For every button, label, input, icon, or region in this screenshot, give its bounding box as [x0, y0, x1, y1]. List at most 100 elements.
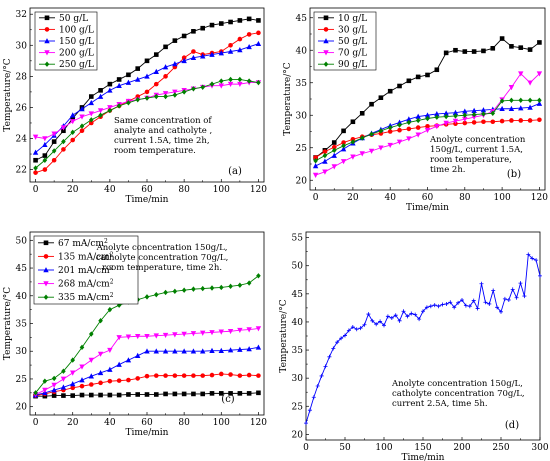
data-point — [218, 50, 224, 56]
data-point — [350, 325, 355, 330]
data-point — [331, 164, 337, 170]
data-point — [490, 119, 496, 125]
data-point — [452, 109, 459, 115]
data-point — [107, 105, 113, 111]
data-point — [323, 364, 328, 369]
data-point — [61, 147, 66, 152]
data-point — [527, 97, 533, 103]
data-point — [32, 149, 39, 155]
data-point — [107, 366, 113, 372]
data-point — [116, 103, 122, 109]
legend-entry: 250 g/L — [39, 60, 94, 70]
series-5 — [313, 97, 542, 164]
x-tick-label: 200 — [453, 443, 470, 453]
data-point — [537, 97, 542, 103]
data-point — [397, 127, 402, 133]
data-point — [443, 110, 449, 116]
data-point — [475, 306, 480, 311]
x-axis-label: Time/min — [402, 453, 445, 461]
data-point — [32, 134, 39, 140]
series-5 — [33, 273, 261, 396]
data-point — [33, 390, 38, 396]
data-point — [256, 390, 261, 396]
data-point — [98, 112, 103, 118]
data-point — [70, 381, 76, 387]
data-point — [144, 89, 150, 95]
data-point — [70, 119, 76, 125]
data-point — [153, 291, 159, 298]
data-point — [237, 47, 243, 53]
data-point — [237, 346, 243, 352]
data-point — [228, 391, 233, 396]
data-point — [341, 143, 346, 149]
data-point — [227, 48, 234, 54]
legend: 67 mA/cm2 135 mA/cm2 201 mA/cm2 268 mA/cm2 3… — [33, 235, 139, 305]
data-point — [471, 120, 477, 125]
data-point — [209, 372, 215, 378]
x-tick-label: 120 — [250, 418, 267, 428]
data-point — [509, 97, 514, 103]
data-point — [460, 298, 464, 303]
data-point — [415, 125, 421, 130]
data-point — [79, 128, 85, 134]
data-point — [42, 378, 48, 384]
legend-marker — [43, 240, 49, 246]
data-point — [42, 167, 48, 172]
y-tick-label: 45 — [292, 290, 304, 300]
data-point — [432, 303, 437, 308]
data-point — [322, 169, 328, 175]
data-point — [536, 71, 543, 77]
data-point — [335, 340, 340, 345]
x-tick-label: 100 — [494, 193, 511, 203]
data-point — [116, 335, 122, 341]
data-point — [227, 81, 234, 88]
data-point — [311, 395, 316, 400]
y-tick-label: 28 — [16, 72, 28, 82]
data-point — [88, 331, 94, 337]
legend-marker — [323, 50, 329, 56]
data-point — [218, 391, 224, 396]
data-point — [527, 104, 533, 110]
data-point — [51, 393, 57, 398]
data-point — [70, 129, 76, 135]
data-point — [527, 80, 533, 86]
data-point — [255, 326, 262, 332]
legend-marker — [43, 281, 49, 287]
data-point — [172, 89, 178, 95]
data-point — [444, 301, 449, 306]
data-point — [518, 45, 524, 50]
data-point — [246, 32, 252, 37]
data-point — [487, 301, 492, 306]
legend-entry: 268 mA/cm2 — [38, 279, 114, 290]
data-point — [237, 81, 243, 88]
data-point — [33, 170, 38, 175]
data-point — [200, 53, 206, 59]
data-point — [359, 151, 365, 157]
data-point — [307, 408, 312, 413]
data-point — [452, 118, 459, 124]
legend-label: 201 mA/cm2 — [58, 265, 114, 276]
data-point — [98, 88, 103, 93]
data-point — [462, 112, 468, 118]
x-tick-label: 120 — [531, 193, 548, 203]
data-point — [153, 392, 159, 397]
data-point — [424, 112, 431, 118]
data-point — [190, 54, 197, 61]
data-point — [209, 330, 215, 336]
data-point — [70, 370, 76, 376]
data-point — [181, 391, 187, 397]
data-point — [246, 391, 252, 396]
data-point — [181, 287, 187, 293]
y-tick-label: 20 — [296, 176, 308, 186]
data-point — [368, 148, 375, 154]
panel-label: (c) — [221, 394, 235, 405]
legend-entry: 70 g/L — [318, 49, 367, 59]
y-tick-label: 25 — [296, 144, 308, 154]
data-point — [518, 281, 523, 286]
data-point — [228, 283, 233, 290]
data-point — [490, 46, 496, 51]
legend-label: 10 g/L — [338, 14, 367, 24]
data-point — [51, 157, 57, 163]
data-point — [98, 392, 103, 398]
data-point — [495, 305, 500, 310]
